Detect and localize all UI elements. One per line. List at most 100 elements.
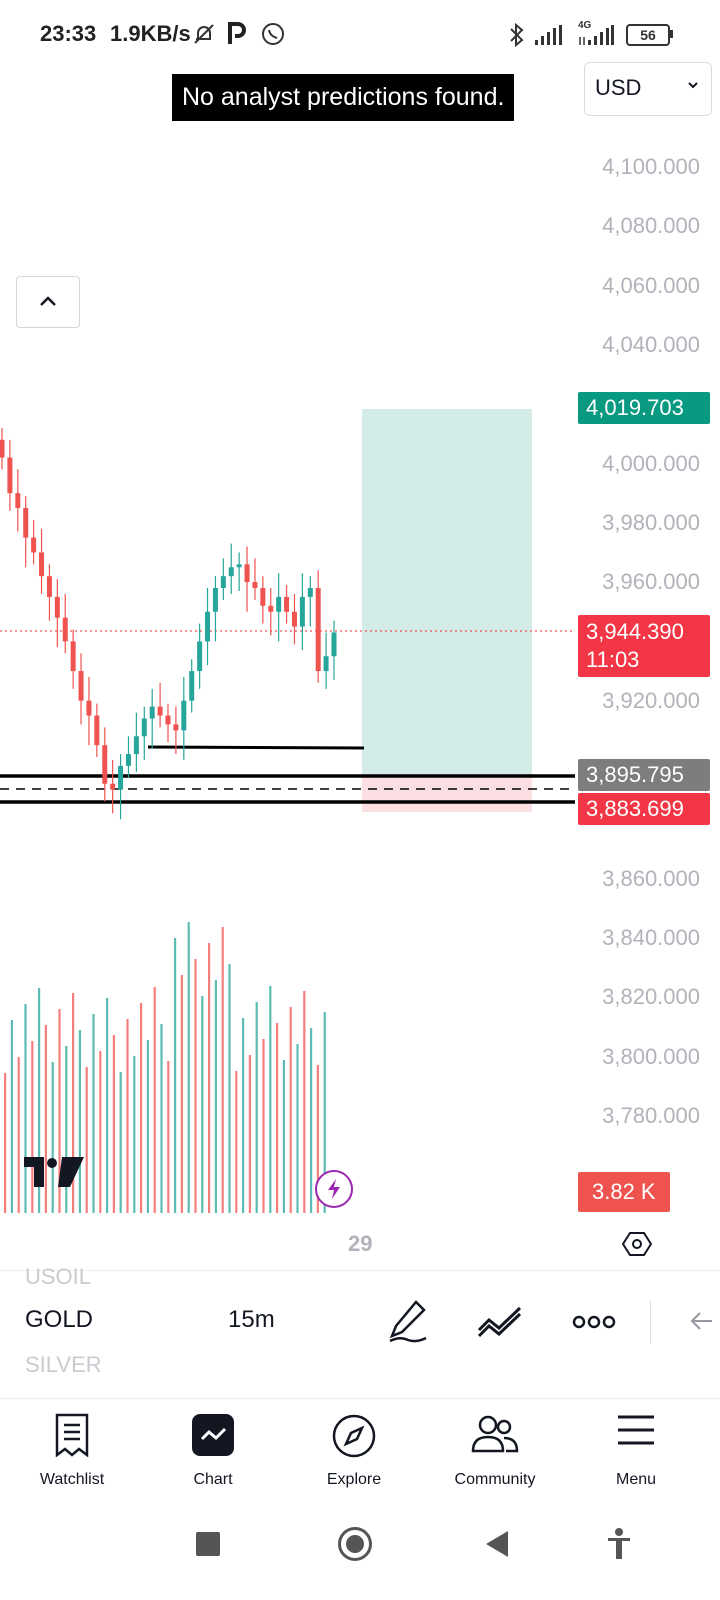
nav-explore-label: Explore — [326, 1471, 382, 1488]
time-axis[interactable]: 29 — [0, 1215, 720, 1271]
price-axis-label: 4,040.000 — [602, 331, 700, 357]
volume-bar — [187, 922, 190, 1213]
price-axis-label: 3,860.000 — [602, 865, 700, 891]
candle-body — [197, 641, 203, 672]
nav-watchlist[interactable]: Watchlist — [0, 1399, 144, 1503]
accessibility-icon[interactable] — [606, 1527, 632, 1561]
price-axis-label: 3,800.000 — [602, 1043, 700, 1069]
volume-bar — [51, 1062, 54, 1213]
network-type: 4G — [578, 20, 592, 31]
watchlist-icon — [55, 1413, 89, 1457]
toast-message: No analyst predictions found. — [172, 74, 515, 121]
target-price-badge: 4,019.703 — [578, 392, 710, 424]
back-button[interactable] — [484, 1529, 510, 1559]
home-button[interactable] — [338, 1527, 372, 1561]
interval-button[interactable]: 15m — [228, 1306, 275, 1333]
candle-body — [46, 576, 52, 597]
stop-zone[interactable] — [362, 777, 532, 812]
candle-body — [149, 706, 155, 719]
stop-price-badge: 3,883.699 — [578, 793, 710, 825]
p-app-icon — [228, 22, 246, 44]
next-symbol[interactable]: SILVER — [25, 1352, 102, 1377]
system-navigation-bar — [0, 1503, 720, 1600]
volume-bar — [310, 1028, 313, 1213]
candles-group — [0, 427, 337, 820]
nav-community-label: Community — [454, 1471, 536, 1488]
nav-explore[interactable]: Explore — [282, 1399, 426, 1503]
chart-icon — [192, 1414, 234, 1456]
flash-button[interactable] — [315, 1170, 353, 1208]
support-line[interactable] — [147, 745, 365, 750]
volume-bar — [44, 1025, 47, 1213]
candle-body — [331, 632, 337, 657]
price-axis-label: 3,920.000 — [602, 687, 700, 713]
volume-bar — [194, 959, 197, 1213]
candle-body — [291, 611, 297, 627]
draw-pen-icon[interactable] — [386, 1298, 430, 1344]
volume-bar — [214, 980, 217, 1213]
volume-bar — [31, 1041, 34, 1213]
more-icon[interactable] — [572, 1314, 616, 1330]
candle-body — [236, 564, 242, 568]
volume-bar — [112, 1035, 115, 1213]
volume-bar — [85, 1067, 88, 1213]
volume-bar — [296, 1044, 299, 1213]
price-axis-label: 3,840.000 — [602, 924, 700, 950]
volume-bar — [119, 1072, 122, 1213]
volume-bar — [255, 1002, 258, 1213]
candle-body — [94, 715, 100, 746]
volume-bar — [248, 1055, 251, 1213]
volume-bar — [276, 1023, 279, 1213]
toolbar-divider — [650, 1300, 651, 1344]
candle-body — [157, 706, 163, 716]
candle-body — [276, 596, 282, 612]
nav-chart-label: Chart — [193, 1471, 233, 1488]
indicators-icon[interactable] — [476, 1302, 524, 1340]
symbol-name[interactable]: GOLD — [25, 1306, 94, 1333]
nav-chart[interactable]: Chart — [141, 1399, 285, 1503]
volume-bar — [269, 986, 272, 1213]
chart-canvas[interactable] — [0, 120, 575, 1240]
candle-body — [220, 576, 226, 589]
price-axis-label: 4,000.000 — [602, 450, 700, 476]
signal-4g-icon — [579, 25, 614, 45]
candle-body — [0, 439, 5, 458]
volume-bar — [289, 1007, 292, 1213]
candle-body — [181, 700, 187, 731]
candle-body — [228, 567, 234, 577]
lightning-icon — [328, 1179, 340, 1199]
nav-menu[interactable]: Menu — [564, 1399, 708, 1503]
candle-body — [86, 700, 92, 716]
candle-body — [78, 671, 84, 701]
community-icon — [471, 1415, 519, 1453]
candle-body — [118, 765, 124, 790]
volume-bar — [146, 1040, 149, 1213]
volume-bar — [201, 996, 204, 1213]
target-zone[interactable] — [362, 409, 532, 777]
prev-symbol[interactable]: USOIL — [25, 1264, 92, 1289]
candle-body — [189, 671, 195, 701]
volume-bar — [17, 1057, 20, 1213]
volume-bar — [323, 1012, 326, 1213]
battery-tip — [670, 30, 673, 38]
settings-hexagon-icon[interactable] — [622, 1229, 652, 1259]
collapse-button[interactable] — [16, 276, 80, 328]
candle-body — [173, 724, 179, 731]
tradingview-logo[interactable] — [22, 1155, 86, 1189]
candle-body — [244, 564, 250, 583]
nav-community[interactable]: Community — [423, 1399, 567, 1503]
volume-bar — [282, 1060, 285, 1213]
volume-bar — [140, 1003, 143, 1213]
nav-watchlist-label: Watchlist — [39, 1471, 105, 1488]
chevron-up-icon — [40, 296, 56, 306]
currency-select[interactable]: USD — [584, 62, 712, 116]
price-axis-label: 4,060.000 — [602, 272, 700, 298]
battery-level: 56 — [640, 27, 656, 43]
volume-badge: 3.82 K — [578, 1172, 670, 1212]
back-arrow-icon[interactable] — [688, 1310, 712, 1332]
price-axis-label: 3,960.000 — [602, 569, 700, 595]
recents-button[interactable] — [196, 1532, 220, 1556]
volume-bar — [153, 987, 156, 1213]
volume-bar — [126, 1019, 129, 1213]
volume-bar — [208, 943, 211, 1213]
